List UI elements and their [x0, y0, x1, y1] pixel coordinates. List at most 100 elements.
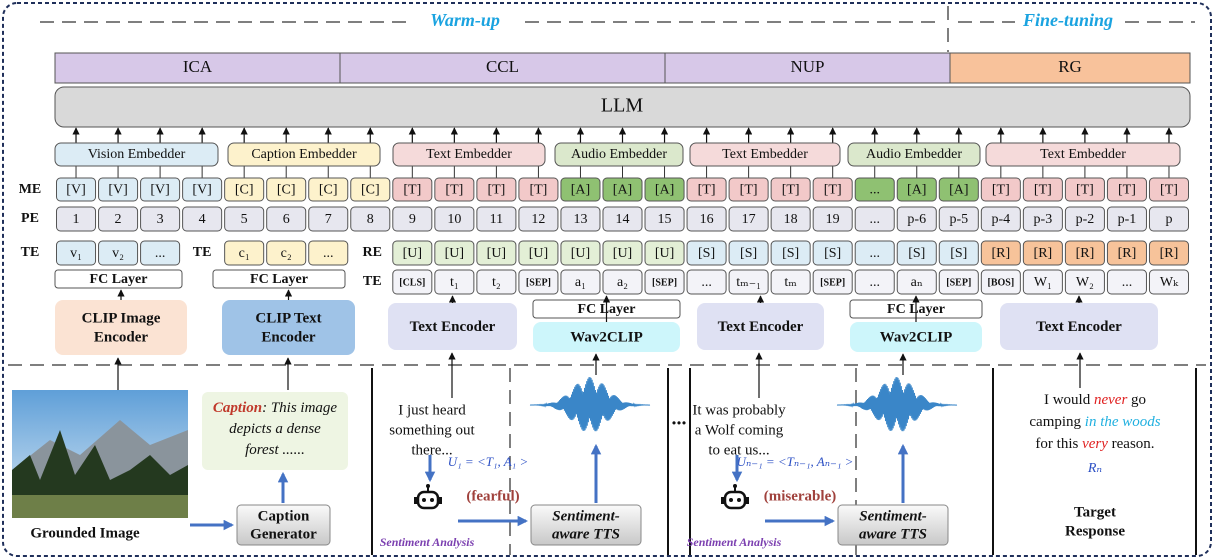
text-segment: I would — [1044, 392, 1094, 408]
token-label: [U] — [403, 246, 422, 261]
token-label: tₘ₋₁ — [736, 275, 761, 290]
row-label: ME — [19, 182, 42, 197]
token-label: W₂ — [1076, 275, 1094, 290]
token-label: [A] — [571, 183, 590, 198]
encoder-label: Encoder — [261, 329, 316, 345]
row-label: RE — [363, 245, 382, 260]
box-label: aware TTS — [859, 526, 927, 542]
robot-icon — [737, 498, 741, 502]
rich-text: camping in the woods — [1029, 414, 1160, 430]
token-label: 19 — [826, 212, 840, 227]
token-label: [U] — [613, 246, 632, 261]
phase-label: Warm-up — [430, 10, 500, 30]
sentiment-label: (miserable) — [764, 488, 836, 504]
encoder-label: Encoder — [94, 329, 149, 345]
box-label: aware TTS — [552, 526, 620, 542]
token-label: [S] — [740, 246, 757, 261]
robot-icon — [733, 484, 737, 488]
token-label: 1 — [73, 212, 80, 227]
text-segment: : This image — [262, 400, 337, 416]
token-label: [R] — [991, 246, 1010, 261]
token-label: ... — [869, 275, 880, 290]
token-label: t₂ — [492, 275, 501, 290]
token-label: p-5 — [949, 212, 968, 227]
token-label: [R] — [1034, 246, 1053, 261]
box-label: Sentiment- — [552, 508, 620, 524]
phase-label: Fine-tuning — [1022, 10, 1113, 30]
token-label: W₁ — [1034, 275, 1052, 290]
task-label: CCL — [486, 57, 519, 76]
token-label: [U] — [529, 246, 548, 261]
row-label: TE — [21, 245, 40, 260]
token-label: aₙ — [911, 275, 923, 290]
encoder-label: Text Encoder — [718, 319, 804, 335]
token-label: [S] — [698, 246, 715, 261]
token-label: [T] — [529, 183, 547, 198]
encoder-label: Wav2CLIP — [570, 329, 643, 345]
token-label: [A] — [613, 183, 632, 198]
row-label: PE — [21, 211, 39, 226]
token-label: c₂ — [281, 246, 292, 261]
token-label: ... — [323, 246, 334, 261]
waveform — [530, 377, 650, 431]
token-label: 2 — [115, 212, 122, 227]
encoder-box — [222, 300, 355, 355]
turn-label: U₁ = <T₁, A₁ > — [448, 454, 528, 469]
utterance: a Wolf coming — [695, 422, 784, 438]
token-label: [C] — [319, 183, 338, 198]
token-label: [T] — [487, 183, 505, 198]
token-label: a₁ — [575, 275, 586, 290]
text-segment: reason. — [1108, 436, 1155, 452]
embedder-label: Audio Embedder — [571, 147, 667, 162]
token-label: [S] — [824, 246, 841, 261]
token-label: [A] — [949, 183, 968, 198]
embedder-label: Audio Embedder — [866, 147, 962, 162]
token-label: [S] — [908, 246, 925, 261]
utterance: I just heard — [398, 402, 466, 418]
analysis-label: Sentiment Analysis — [687, 535, 782, 549]
sentiment-label: (fearful) — [466, 488, 519, 504]
rich-text: for this very reason. — [1035, 436, 1154, 452]
robot-icon — [746, 497, 749, 504]
utterance: It was probably — [692, 402, 786, 418]
text-segment: in the woods — [1085, 414, 1161, 430]
encoder-label: CLIP Text — [255, 310, 321, 326]
token-label: p-1 — [1118, 212, 1137, 227]
token-label: [V] — [108, 183, 127, 198]
grounded-image — [12, 390, 188, 518]
target-label: Response — [1065, 523, 1125, 539]
robot-icon — [414, 497, 417, 504]
encoder-label: Text Encoder — [1036, 319, 1122, 335]
diagram: Warm-up Fine-tuning LLM Grounded Image I… — [0, 0, 1214, 559]
embedder-label: Vision Embedder — [88, 147, 186, 162]
token-label: [T] — [403, 183, 421, 198]
robot-icon — [725, 492, 745, 508]
token-label: [V] — [192, 183, 211, 198]
token-label: c₁ — [239, 246, 250, 261]
token-label: ... — [869, 246, 880, 261]
robot-icon — [430, 498, 434, 502]
turn-label: Uₙ₋₁ = <Tₙ₋₁, Aₙ₋₁ > — [737, 454, 854, 469]
token-label: [U] — [445, 246, 464, 261]
token-label: [A] — [907, 183, 926, 198]
token-label: [T] — [1160, 183, 1178, 198]
token-label: 10 — [447, 212, 461, 227]
token-label: [R] — [1160, 246, 1179, 261]
token-label: [SEP] — [820, 277, 845, 288]
rich-text: forest ...... — [245, 442, 305, 458]
embedder-label: Text Embedder — [722, 147, 808, 162]
token-label: [T] — [824, 183, 842, 198]
row-label: TE — [193, 245, 212, 260]
token-label: 15 — [658, 212, 672, 227]
fc-label: FC Layer — [90, 272, 148, 287]
token-label: 5 — [241, 212, 248, 227]
encoder-label: Text Encoder — [410, 319, 496, 335]
response-symbol: Rₙ — [1087, 461, 1103, 476]
token-label: ... — [155, 246, 166, 261]
embedder-label: Text Embedder — [426, 147, 512, 162]
row-label: TE — [363, 274, 382, 289]
token-label: [T] — [740, 183, 758, 198]
text-segment: Caption — [213, 400, 262, 416]
token-label: [T] — [782, 183, 800, 198]
text-segment: depicts a dense — [229, 421, 321, 437]
